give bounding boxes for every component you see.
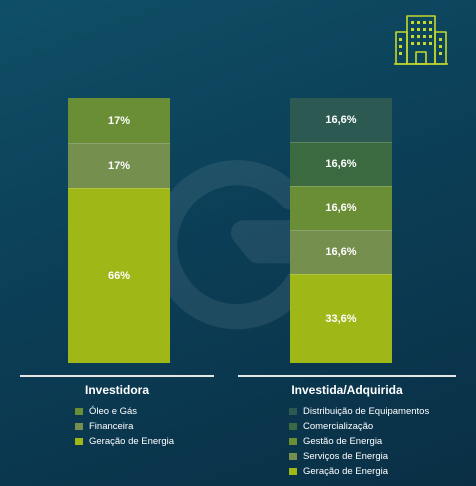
legend-investidora: Óleo e Gás Financeira Geração de Energia (75, 404, 174, 449)
category-label-investida: Investida/Adquirida (291, 383, 403, 397)
legend-swatch (289, 468, 297, 475)
data-label: 16,6% (325, 113, 357, 126)
legend-item: Óleo e Gás (75, 404, 174, 419)
category-label-investidora: Investidora (84, 383, 150, 397)
stacked-bar-investidora: 17% 17% 66% (68, 98, 170, 363)
legend-label: Financeira (89, 421, 134, 432)
legend-swatch (289, 408, 297, 415)
divider-investida (238, 375, 456, 377)
bar-segment: 17% (68, 98, 170, 144)
legend-label: Gestão de Energia (303, 436, 383, 447)
divider-investidora (20, 375, 214, 377)
bar-segment: 16,6% (290, 229, 392, 274)
data-label: 17% (107, 114, 131, 127)
legend-swatch (289, 423, 297, 430)
legend-label: Comercialização (303, 421, 374, 432)
bar-segment: 17% (68, 143, 170, 189)
bar-segment: 33,6% (290, 273, 392, 363)
legend-swatch (289, 438, 297, 445)
data-label: 17% (107, 160, 131, 173)
legend-item: Serviços de Energia (289, 449, 429, 464)
legend-item: Comercialização (289, 419, 429, 434)
legend-swatch (289, 453, 297, 460)
legend-item: Distribuição de Equipamentos (289, 404, 429, 419)
legend-swatch (75, 408, 83, 415)
legend-item: Geração de Energia (75, 434, 174, 449)
legend-item: Financeira (75, 419, 174, 434)
bar-segment: 16,6% (290, 98, 392, 142)
data-label: 16,6% (325, 246, 357, 259)
bar-segment: 16,6% (290, 185, 392, 230)
building-icon (394, 15, 448, 65)
legend-item: Gestão de Energia (289, 434, 429, 449)
legend-label: Distribuição de Equipamentos (303, 406, 430, 417)
legend-label: Serviços de Energia (303, 451, 389, 462)
data-label: 16,6% (325, 202, 357, 215)
data-label: 33,6% (325, 312, 357, 325)
stacked-bar-investida: 16,6% 16,6% 16,6% 16,6% 33,6% (290, 98, 392, 363)
legend-label: Óleo e Gás (89, 406, 138, 417)
legend-investida: Distribuição de Equipamentos Comercializa… (289, 404, 429, 479)
legend-label: Geração de Energia (303, 466, 389, 477)
legend-item: Geração de Energia (289, 464, 429, 479)
legend-swatch (75, 423, 83, 430)
bar-segment: 66% (68, 188, 170, 363)
bar-segment: 16,6% (290, 141, 392, 186)
data-label: 66% (107, 270, 131, 283)
data-label: 16,6% (325, 158, 357, 171)
legend-swatch (75, 438, 83, 445)
legend-label: Geração de Energia (89, 436, 175, 447)
